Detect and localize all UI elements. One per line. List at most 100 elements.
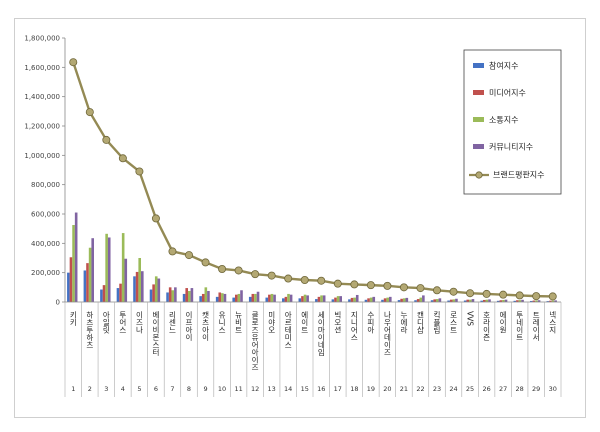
bar <box>83 270 87 302</box>
bar <box>485 299 489 302</box>
y-tick-label: 600,000 <box>31 211 60 219</box>
bar <box>102 285 106 302</box>
bar <box>133 276 136 302</box>
x-rank-label: 30 <box>549 385 557 393</box>
x-tick-label: 뉴비트 <box>234 311 243 334</box>
bar <box>141 271 144 302</box>
bar <box>215 296 219 302</box>
bar <box>433 299 436 302</box>
line-point <box>515 291 524 300</box>
bar <box>72 225 75 302</box>
bar <box>405 297 409 302</box>
bar <box>438 298 442 302</box>
y-tick-label: 1,400,000 <box>24 93 60 101</box>
bar <box>339 296 342 302</box>
bar <box>414 300 417 302</box>
x-rank-label: 2 <box>88 385 92 393</box>
x-tick-label: 투어스 <box>118 311 127 334</box>
line-point <box>151 214 160 223</box>
bar <box>331 299 335 302</box>
bar <box>471 299 475 302</box>
bar <box>315 299 318 302</box>
bar <box>381 299 384 302</box>
bar <box>334 297 337 302</box>
bar <box>306 295 309 302</box>
bar <box>551 300 555 302</box>
bar <box>254 293 257 302</box>
bar <box>204 287 208 302</box>
x-rank-label: 4 <box>121 385 125 393</box>
bar <box>386 297 389 302</box>
x-rank-label: 5 <box>137 385 141 393</box>
bar <box>502 299 505 302</box>
line-point <box>350 280 359 289</box>
y-tick-label: 400,000 <box>31 240 60 248</box>
x-rank-label: 21 <box>400 385 408 393</box>
legend-label: 참여지수 <box>489 61 518 71</box>
line-point <box>317 276 326 285</box>
line-point <box>532 292 541 301</box>
chart-frame: 0 200,000 400,000 600,000 800,000 1,000,000 1,… <box>14 18 586 418</box>
bar <box>207 291 210 302</box>
bar <box>353 297 356 302</box>
x-tick-label: 에이트 <box>300 311 309 334</box>
bar <box>188 291 191 302</box>
bar <box>303 294 307 302</box>
x-tick-label: 리센느 <box>168 311 177 334</box>
bar <box>235 294 238 302</box>
bar <box>88 247 92 302</box>
bar <box>364 299 368 302</box>
y-tick-label: 200,000 <box>31 269 60 277</box>
bar <box>449 299 453 302</box>
bar <box>469 299 472 302</box>
bar <box>369 297 373 302</box>
line-point <box>284 274 293 283</box>
x-rank-label: 16 <box>317 385 325 393</box>
y-tick-label: 1,600,000 <box>24 64 60 72</box>
legend-line-marker <box>475 171 483 179</box>
bar <box>86 263 89 302</box>
line-point <box>218 264 227 273</box>
bar <box>138 258 141 302</box>
bar <box>513 300 517 302</box>
line-point <box>416 284 425 293</box>
bar <box>185 288 188 302</box>
legend-label: 커뮤니티지수 <box>489 142 533 152</box>
x-rank-label: 12 <box>251 385 259 393</box>
bar <box>190 288 194 302</box>
bar <box>232 297 235 302</box>
bar <box>521 299 524 302</box>
bar <box>69 257 73 302</box>
bar <box>221 293 224 302</box>
y-tick-label: 1,800,000 <box>24 35 60 43</box>
bar <box>74 212 78 302</box>
bar <box>389 296 392 302</box>
x-tick-label: 지니어스 <box>350 311 359 341</box>
bar <box>107 237 111 302</box>
x-rank-label: 24 <box>449 385 457 393</box>
bar-series <box>67 212 557 302</box>
y-axis: 0 200,000 400,000 600,000 800,000 1,000,000 1,… <box>24 35 66 307</box>
bar <box>452 299 456 302</box>
brand-reputation-chart: 0 200,000 400,000 600,000 800,000 1,000,000 1,… <box>24 35 562 397</box>
bar <box>284 296 288 302</box>
x-rank-label: 23 <box>433 385 441 393</box>
line-point <box>366 281 375 290</box>
bar <box>256 291 260 302</box>
bar <box>549 300 552 302</box>
bar <box>436 299 439 302</box>
x-tick-label: 키키 <box>69 311 78 328</box>
line-point <box>102 135 111 144</box>
bar <box>152 284 155 302</box>
x-tick-label: 미야오 <box>267 311 276 334</box>
x-tick-label: 나우어데이즈 <box>383 311 392 356</box>
bar <box>154 276 158 302</box>
bar <box>265 297 269 302</box>
bar <box>504 299 508 302</box>
x-tick-label: 이프아이 <box>185 310 194 343</box>
bar <box>157 278 161 302</box>
bar <box>121 233 125 302</box>
legend-swatch <box>473 117 484 122</box>
bar <box>287 293 290 302</box>
x-rank-label: 26 <box>482 385 490 393</box>
